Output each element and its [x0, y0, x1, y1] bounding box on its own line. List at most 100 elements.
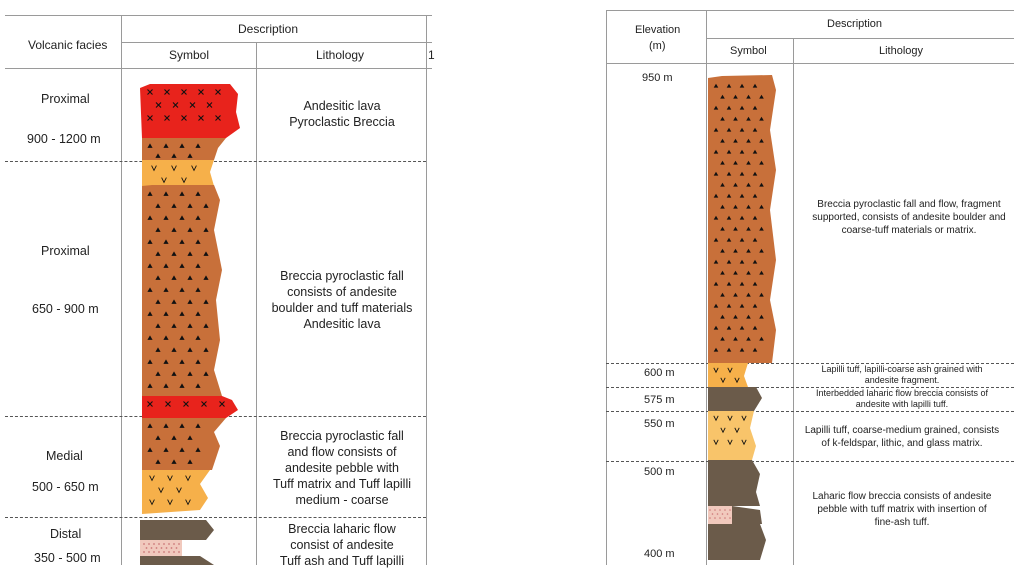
v-pattern-icon: [171, 165, 177, 172]
triangle-pattern-icon: [155, 251, 161, 256]
triangle-pattern-icon: [179, 359, 185, 364]
triangle-pattern-icon: [155, 371, 161, 376]
triangle-pattern-icon: [195, 383, 201, 388]
triangle-pattern-icon: [746, 160, 751, 165]
triangle-pattern-icon: [739, 127, 745, 132]
v-pattern-icon: [713, 367, 719, 374]
dot-pattern-icon: [168, 551, 170, 553]
triangle-pattern-icon: [163, 447, 169, 452]
facies-label: Proximal: [41, 244, 90, 258]
triangle-pattern-icon: [759, 270, 764, 275]
triangle-pattern-icon: [720, 292, 725, 297]
cross-pattern-icon: [164, 89, 170, 95]
header-description: Description: [238, 22, 299, 36]
dot-pattern-icon: [724, 509, 726, 511]
triangle-pattern-icon: [726, 127, 732, 132]
triangle-pattern-icon: [187, 459, 193, 464]
triangle-pattern-icon: [147, 215, 153, 220]
triangle-pattern-icon: [752, 83, 758, 88]
triangle-pattern-icon: [720, 270, 725, 275]
triangle-pattern-icon: [733, 182, 738, 187]
triangle-pattern-icon: [203, 251, 209, 256]
triangle-pattern-icon: [179, 239, 185, 244]
triangle-pattern-icon: [203, 203, 209, 208]
cross-pattern-icon: [147, 115, 153, 121]
right-separator-1: [606, 363, 1014, 364]
triangle-pattern-icon: [171, 371, 177, 376]
triangle-pattern-icon: [759, 336, 764, 341]
lava-layer: [142, 396, 238, 418]
triangle-pattern-icon: [713, 127, 719, 132]
dot-pattern-icon: [173, 543, 175, 545]
left-separator-1: [5, 161, 426, 162]
triangle-pattern-icon: [187, 251, 193, 256]
triangle-pattern-icon: [163, 143, 169, 148]
triangle-pattern-icon: [171, 227, 177, 232]
triangle-pattern-icon: [739, 83, 745, 88]
header-elevation-unit: (m): [649, 40, 666, 52]
triangle-pattern-icon: [739, 281, 745, 286]
v-pattern-icon: [181, 177, 187, 184]
dot-pattern-icon: [724, 517, 726, 519]
triangle-pattern-icon: [195, 191, 201, 196]
triangle-pattern-icon: [195, 447, 201, 452]
dot-pattern-icon: [719, 517, 721, 519]
cross-pattern-icon: [219, 401, 225, 407]
triangle-pattern-icon: [739, 325, 745, 330]
dot-pattern-icon: [168, 543, 170, 545]
triangle-pattern-icon: [163, 383, 169, 388]
triangle-pattern-icon: [739, 215, 745, 220]
facies-label: Distal: [50, 527, 82, 541]
triangle-pattern-icon: [759, 204, 764, 209]
header-cutoff: 1: [428, 48, 435, 62]
triangle-pattern-icon: [155, 153, 161, 158]
v-pattern-icon: [727, 367, 733, 374]
triangle-pattern-icon: [739, 259, 745, 264]
triangle-pattern-icon: [739, 303, 745, 308]
triangle-pattern-icon: [720, 204, 725, 209]
triangle-pattern-icon: [179, 215, 185, 220]
dot-pattern-icon: [158, 551, 160, 553]
lithology-text: Andesitic lava Pyroclastic Breccia: [289, 99, 395, 129]
triangle-pattern-icon: [187, 299, 193, 304]
triangle-pattern-icon: [147, 359, 153, 364]
triangle-pattern-icon: [195, 143, 201, 148]
triangle-pattern-icon: [739, 105, 745, 110]
triangle-pattern-icon: [720, 314, 725, 319]
triangle-pattern-icon: [746, 292, 751, 297]
triangle-pattern-icon: [713, 281, 719, 286]
triangle-pattern-icon: [733, 248, 738, 253]
triangle-pattern-icon: [147, 191, 153, 196]
triangle-pattern-icon: [759, 314, 764, 319]
triangle-pattern-icon: [179, 311, 185, 316]
triangle-pattern-icon: [203, 299, 209, 304]
elevation-label: 500 m: [644, 466, 675, 478]
triangle-pattern-icon: [726, 347, 732, 352]
dot-pattern-icon: [153, 551, 155, 553]
right-subheader-line: [706, 38, 1014, 39]
v-pattern-icon: [713, 439, 719, 446]
cross-pattern-icon: [183, 401, 189, 407]
cross-pattern-icon: [165, 401, 171, 407]
triangle-pattern-icon: [187, 435, 193, 440]
right-separator-3: [606, 411, 1014, 412]
lahar-layer: [732, 506, 762, 524]
dot-pattern-icon: [143, 543, 145, 545]
triangle-pattern-icon: [195, 311, 201, 316]
v-pattern-icon: [734, 377, 740, 384]
triangle-pattern-icon: [746, 94, 751, 99]
triangle-pattern-icon: [726, 171, 732, 176]
triangle-pattern-icon: [746, 116, 751, 121]
triangle-pattern-icon: [759, 182, 764, 187]
triangle-pattern-icon: [203, 227, 209, 232]
left-subheader-line: [121, 42, 432, 43]
header-description: Description: [827, 18, 883, 30]
breccia-layer: [142, 418, 226, 470]
triangle-pattern-icon: [739, 193, 745, 198]
triangle-pattern-icon: [155, 203, 161, 208]
triangle-pattern-icon: [163, 335, 169, 340]
triangle-pattern-icon: [163, 191, 169, 196]
dot-pattern-icon: [721, 513, 724, 515]
triangle-pattern-icon: [163, 287, 169, 292]
triangle-pattern-icon: [746, 248, 751, 253]
